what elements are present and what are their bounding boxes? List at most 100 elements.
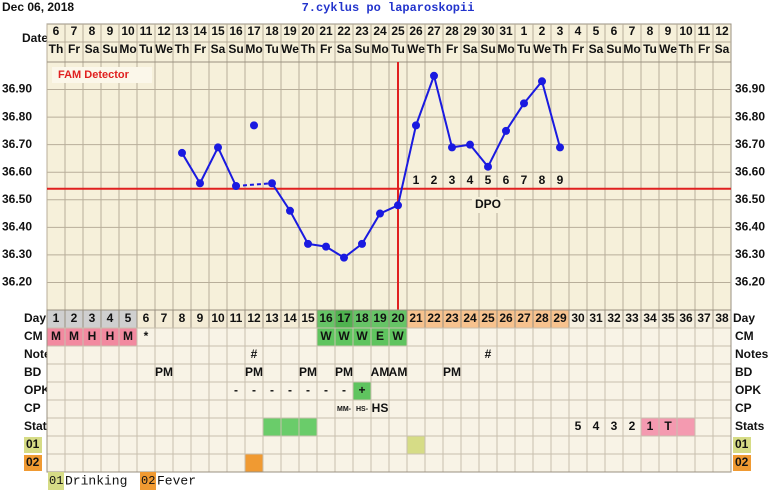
legend-label: Drinking: [65, 473, 127, 488]
table-cell: [262, 345, 282, 365]
table-cell: [676, 381, 696, 401]
table-cell: [676, 453, 696, 473]
row-label: BD: [24, 365, 42, 379]
table-cell: [568, 381, 588, 401]
table-cell: [478, 381, 498, 401]
table-cell: [100, 435, 120, 455]
weekday-label: Mo: [119, 42, 136, 56]
weekday-label: Fr: [194, 42, 206, 56]
table-cell: [568, 363, 588, 383]
x-tick-label: 5: [593, 24, 600, 38]
table-cell: [712, 363, 732, 383]
table-cell: [316, 345, 336, 365]
weekday-label: Th: [49, 42, 64, 56]
weekday-label: Tu: [139, 42, 153, 56]
table-cell: [280, 363, 300, 383]
x-tick-label: 16: [229, 24, 243, 38]
row-label: OPK: [735, 383, 761, 397]
x-tick-label: 7: [629, 24, 636, 38]
detector-box: [52, 67, 152, 83]
table-cell: [496, 453, 516, 473]
table-cell: [514, 327, 534, 347]
x-tick-label: 4: [575, 24, 582, 38]
x-tick-label: 26: [409, 24, 423, 38]
table-cell: [460, 399, 480, 419]
table-cell: [658, 435, 678, 455]
temp-point: [304, 239, 312, 248]
x-tick-label: 18: [265, 24, 279, 38]
table-cell: [82, 345, 102, 365]
x-tick-label: 11: [140, 24, 153, 38]
day-number: 9: [197, 311, 204, 325]
temp-point: [502, 126, 510, 135]
y-tick-label: 36.40: [2, 220, 32, 234]
table-cell: [532, 435, 552, 455]
table-cell: [568, 453, 588, 473]
detector-label: FAM Detector: [58, 69, 130, 81]
temp-point: [466, 140, 474, 149]
table-cell: [406, 399, 426, 419]
table-cell: [712, 381, 732, 401]
x-tick-label: 12: [157, 24, 171, 38]
legend-swatch: [48, 472, 64, 490]
table-cell: [298, 345, 318, 365]
cell-text: HS-: [356, 406, 369, 413]
table-cell: [316, 453, 336, 473]
table-cell: [208, 435, 228, 455]
table-cell: [460, 345, 480, 365]
table-cell: [676, 435, 696, 455]
table-cell: [424, 381, 444, 401]
row-label-bg: [733, 437, 751, 453]
temp-point: [286, 206, 294, 215]
day-number: 28: [535, 311, 549, 325]
weekday-label: Sa: [337, 42, 352, 56]
temp-point: [178, 148, 186, 157]
weekday-label: We: [155, 42, 173, 56]
table-cell: [154, 417, 174, 437]
cell-text: #: [251, 347, 258, 361]
day-number: 1: [53, 311, 60, 325]
table-cell: [640, 327, 660, 347]
table-cell: [370, 435, 390, 455]
table-cell: [694, 399, 714, 419]
table-cell: [694, 417, 714, 437]
table-cell: [64, 453, 84, 473]
table-cell: [640, 435, 660, 455]
table-cell: [496, 399, 516, 419]
table-cell: [244, 435, 264, 455]
x-tick-label: 10: [121, 24, 135, 38]
table-cell: [172, 417, 192, 437]
table-cell: [118, 345, 138, 365]
table-cell: [118, 435, 138, 455]
cell-text: -: [252, 383, 256, 397]
table-cell: [208, 417, 228, 437]
temp-point: [376, 209, 384, 218]
row-label: CP: [735, 401, 752, 415]
weekday-label: Fr: [572, 42, 584, 56]
x-tick-label: 30: [481, 24, 495, 38]
weekday-label: Mo: [497, 42, 514, 56]
table-cell: [658, 363, 678, 383]
table-cell: [424, 399, 444, 419]
table-cell: [550, 345, 570, 365]
table-cell: [316, 435, 336, 455]
cell-text: M: [123, 329, 133, 343]
row-label: Stats: [735, 419, 765, 433]
table-cell: [658, 399, 678, 419]
temp-point: [520, 99, 528, 108]
table-cell: [334, 417, 354, 437]
table-cell: [136, 345, 156, 365]
table-cell: [622, 327, 642, 347]
table-cell: [190, 363, 210, 383]
x-tick-label: 2: [539, 24, 546, 38]
x-tick-label: 15: [211, 24, 225, 38]
table-cell: [586, 363, 606, 383]
cell-text: W: [338, 329, 350, 343]
cell-text: +: [358, 383, 365, 397]
table-cell: [424, 435, 444, 455]
y-tick-label: 36.20: [735, 275, 765, 289]
chart-date: Dec 06, 2018: [2, 0, 74, 14]
table-cell: [532, 399, 552, 419]
table-cell: [442, 417, 462, 437]
temp-segment: [271, 182, 291, 212]
